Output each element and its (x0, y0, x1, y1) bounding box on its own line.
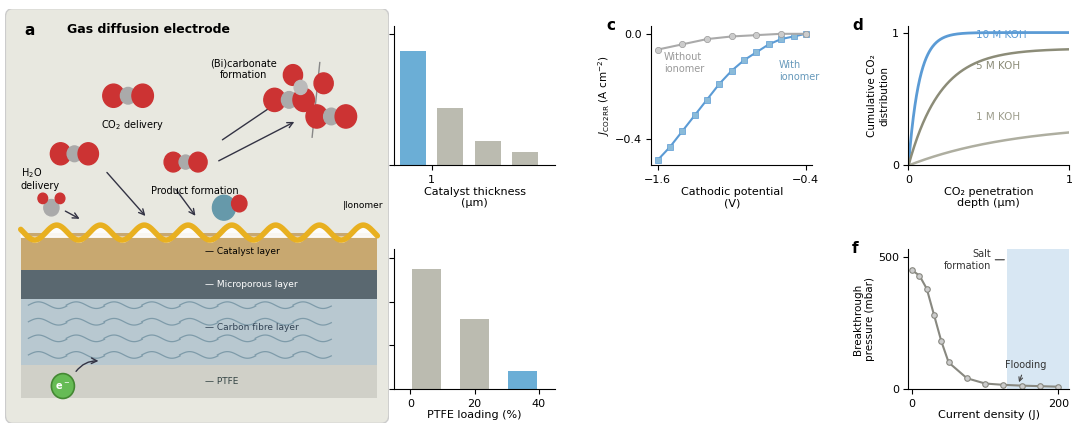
Text: 5 M KOH: 5 M KOH (976, 61, 1021, 71)
Circle shape (294, 80, 307, 95)
Text: CO$_2$ delivery: CO$_2$ delivery (102, 118, 164, 132)
Circle shape (52, 374, 75, 398)
Circle shape (103, 84, 124, 107)
Circle shape (179, 155, 192, 169)
Circle shape (282, 92, 297, 108)
Bar (1008, 249, 1069, 389)
X-axis label: Cathodic potential
(V): Cathodic potential (V) (680, 187, 783, 208)
Text: |Ionomer: |Ionomer (342, 201, 383, 210)
Bar (411, 269, 441, 389)
Circle shape (132, 84, 153, 107)
Bar (460, 319, 489, 389)
Text: Without
ionomer: Without ionomer (664, 52, 704, 74)
Text: H$_2$O
delivery: H$_2$O delivery (21, 166, 59, 191)
Y-axis label: CO₂ concentration
(mM): CO₂ concentration (mM) (346, 48, 367, 143)
Y-axis label: Breakthrough
pressure (mbar): Breakthrough pressure (mbar) (853, 277, 875, 361)
Circle shape (67, 146, 82, 162)
Circle shape (44, 200, 59, 216)
X-axis label: CO₂ penetration
depth (µm): CO₂ penetration depth (µm) (944, 187, 1034, 208)
Bar (474, 141, 501, 165)
Text: f: f (852, 241, 859, 256)
Text: — Catalyst layer: — Catalyst layer (205, 247, 280, 256)
Circle shape (335, 105, 356, 128)
Text: 1 M KOH: 1 M KOH (976, 112, 1021, 122)
Circle shape (78, 143, 98, 165)
Text: With
ionomer: With ionomer (779, 60, 819, 82)
Text: (Bi)carbonate
formation: (Bi)carbonate formation (210, 58, 276, 80)
Circle shape (293, 88, 314, 111)
Circle shape (213, 195, 235, 220)
Circle shape (55, 193, 65, 203)
Text: e$^-$: e$^-$ (55, 381, 70, 391)
FancyBboxPatch shape (5, 9, 389, 423)
Text: Product formation: Product formation (151, 186, 239, 196)
Circle shape (38, 193, 48, 203)
Text: — Microporous layer: — Microporous layer (205, 280, 297, 289)
Y-axis label: Water flux to the
cathode (mg cm⁻² h⁻¹): Water flux to the cathode (mg cm⁻² h⁻¹) (346, 260, 367, 378)
Bar (21, 270, 377, 299)
Text: — PTFE: — PTFE (205, 378, 239, 386)
Circle shape (314, 73, 334, 94)
Bar (509, 372, 537, 389)
Bar (21, 299, 377, 365)
Text: e: e (346, 241, 356, 256)
Y-axis label: $J_\mathrm{CO2RR}$ (A cm$^{-2}$): $J_\mathrm{CO2RR}$ (A cm$^{-2}$) (596, 56, 611, 136)
X-axis label: Current density (J): Current density (J) (937, 410, 1040, 420)
Y-axis label: Cumulative CO₂
distribution: Cumulative CO₂ distribution (867, 54, 889, 137)
Circle shape (324, 108, 339, 125)
Bar (21, 365, 377, 398)
Circle shape (51, 143, 71, 165)
Text: a: a (25, 23, 35, 38)
Circle shape (189, 152, 207, 172)
Text: b: b (349, 18, 360, 32)
Circle shape (283, 65, 302, 86)
Text: — Carbon fibre layer: — Carbon fibre layer (205, 324, 298, 333)
Circle shape (164, 152, 183, 172)
Circle shape (264, 88, 285, 111)
Bar (21, 232, 377, 270)
Bar (437, 108, 463, 165)
Bar (512, 152, 538, 165)
X-axis label: PTFE loading (%): PTFE loading (%) (428, 410, 522, 420)
Circle shape (121, 87, 136, 104)
Bar (400, 51, 426, 165)
Text: Salt
formation: Salt formation (944, 249, 991, 270)
Text: Gas diffusion electrode: Gas diffusion electrode (67, 23, 230, 36)
Circle shape (231, 195, 247, 212)
Circle shape (306, 105, 327, 128)
X-axis label: Catalyst thickness
(µm): Catalyst thickness (µm) (423, 187, 526, 208)
Text: 10 M KOH: 10 M KOH (976, 30, 1027, 40)
Text: c: c (606, 18, 616, 32)
Text: d: d (852, 18, 863, 32)
Text: Flooding: Flooding (1004, 360, 1047, 381)
